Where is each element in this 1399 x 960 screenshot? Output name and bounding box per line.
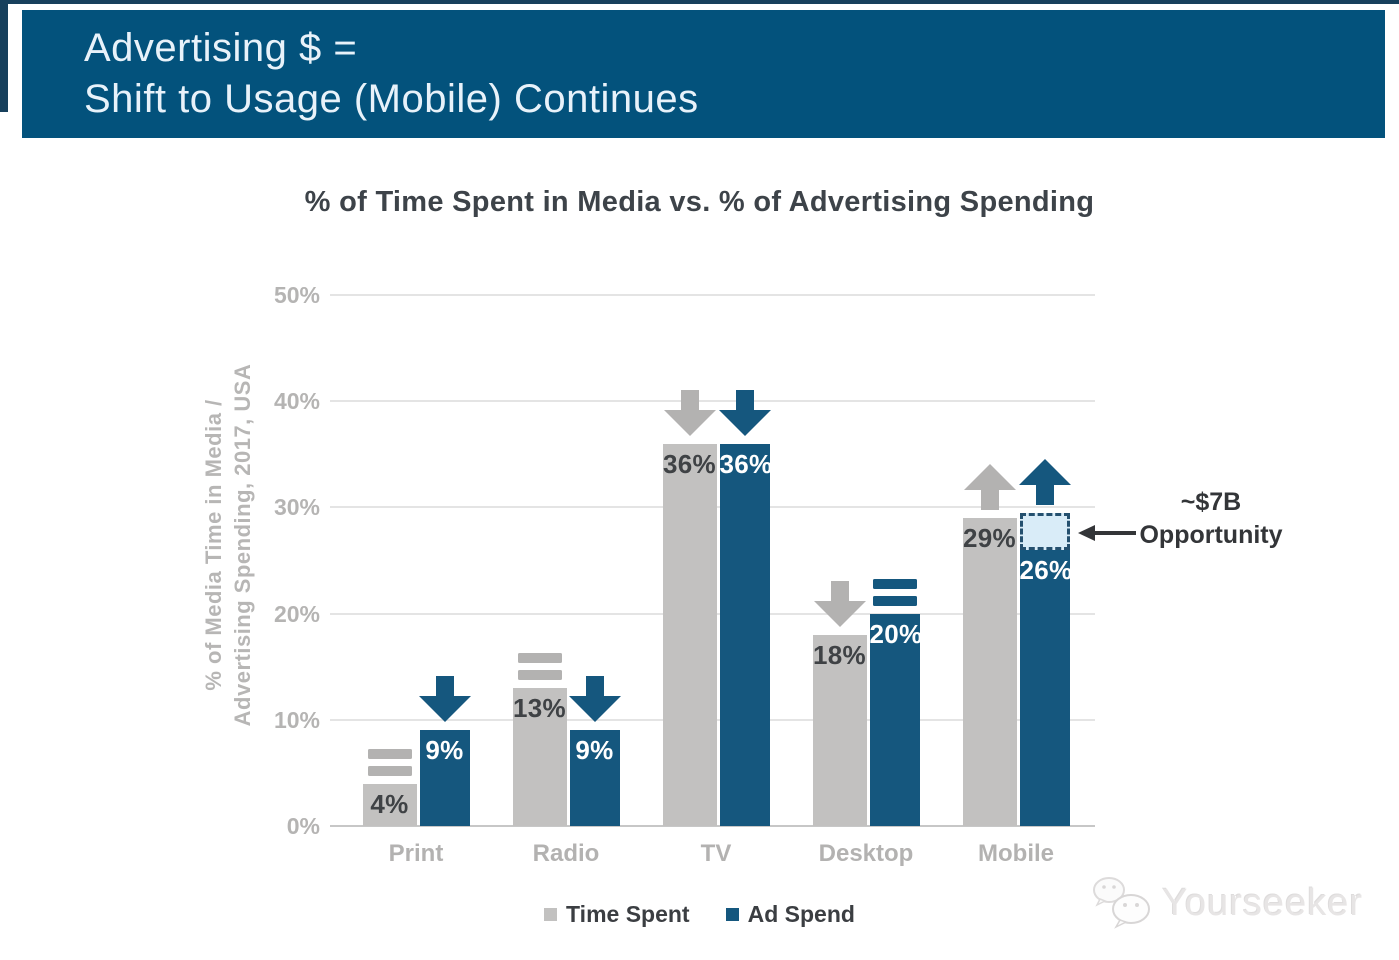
annotation-line-1: ~$7B (1180, 488, 1242, 516)
bar-group-tv: 36% 36% TV (662, 389, 773, 867)
ad-spend-column: 20% (869, 578, 923, 826)
trend-flat-icon (872, 578, 917, 606)
bar-value-label: 36% (719, 448, 773, 479)
time-spent-swatch-icon (544, 908, 558, 921)
ad-spend-bar-tv: 36% (719, 443, 773, 826)
y-tick-label: 0% (286, 813, 320, 839)
bar-group-mobile: 29% 26% Mobile (962, 458, 1073, 867)
bar-columns: 4% 9% (362, 676, 471, 826)
top-frame-strip (0, 0, 1399, 4)
annotation-arrow-icon (1078, 525, 1136, 541)
trend-down-icon (568, 676, 621, 723)
gridline (330, 294, 1095, 296)
x-category-label: Print (388, 840, 444, 867)
y-axis-label: % of Media Time in Media / Advertising S… (199, 364, 257, 727)
x-axis-baseline (330, 825, 1095, 827)
time-spent-column: 18% (812, 580, 867, 826)
ad-spend-column: 9% (568, 676, 621, 826)
bar-value-label: 26% (1019, 554, 1073, 585)
x-category-label: Radio (532, 840, 600, 867)
ad-spend-bar-print: 9% (419, 730, 470, 826)
bar-value-label: 13% (513, 692, 566, 723)
left-frame-strip (0, 0, 8, 112)
bar-group-desktop: 18% 20% Desktop (812, 578, 923, 867)
bar-group-radio: 13% 9% Radio (512, 652, 621, 867)
opportunity-gap-box (1019, 512, 1070, 550)
opportunity-annotation: ~$7B Opportunity (1136, 486, 1286, 552)
bar-value-label: 29% (963, 523, 1016, 554)
banner-line-1: Advertising $ = (84, 26, 358, 70)
y-tick-label: 50% (273, 282, 320, 308)
trend-down-icon (813, 580, 866, 627)
ad-spend-swatch-icon (725, 908, 739, 921)
annotation-line-2: Opportunity (1139, 521, 1283, 549)
bar-columns: 18% 20% (812, 578, 923, 826)
time-spent-bar-desktop: 18% (812, 634, 867, 826)
bar-value-label: 20% (869, 618, 923, 649)
ad-spend-column: 26% (1018, 458, 1073, 826)
legend-label: Ad Spend (747, 901, 855, 927)
x-category-label: Desktop (818, 840, 914, 867)
bar-value-label: 9% (425, 735, 464, 766)
trend-up-icon (1018, 458, 1071, 505)
ad-spend-bar-mobile: 26% (1019, 549, 1073, 826)
trend-down-icon (663, 389, 716, 436)
y-tick-label: 30% (273, 494, 320, 521)
bar-columns: 36% 36% (662, 389, 773, 826)
chart-title: % of Time Spent in Media vs. % of Advert… (304, 186, 1095, 218)
bar-value-label: 36% (663, 448, 716, 479)
bar-value-label: 18% (813, 639, 866, 670)
trend-flat-icon (517, 652, 562, 680)
trend-flat-icon (367, 748, 412, 776)
y-tick-label: 10% (273, 706, 320, 733)
y-tick-label: 20% (273, 600, 320, 627)
ad-spend-column: 36% (718, 389, 773, 826)
time-spent-bar-radio: 13% (512, 687, 567, 826)
banner-line-2: Shift to Usage (Mobile) Continues (84, 77, 699, 121)
bar-columns: 13% 9% (512, 652, 621, 826)
y-axis-label-line-2: Advertising Spending, 2017, USA (230, 363, 255, 727)
legend: Time Spent Ad Spend (0, 901, 1399, 928)
time-spent-bar-print: 4% (362, 783, 417, 826)
trend-down-icon (418, 676, 471, 723)
time-spent-column: 13% (512, 652, 567, 826)
legend-item-ad-spend: Ad Spend (725, 901, 855, 928)
ad-spend-column: 9% (418, 676, 471, 826)
time-spent-column: 29% (962, 464, 1017, 826)
ad-spend-bar-desktop: 20% (869, 613, 923, 826)
bar-value-label: 9% (575, 735, 614, 766)
gridline (330, 400, 1095, 403)
legend-item-time-spent: Time Spent (544, 901, 690, 928)
plot-area: 0% 10% 20% 30% 40% 50% 4% 9% Print 13% 9% Radio 36% 3… (274, 282, 1095, 867)
ad-spend-bar-radio: 9% (569, 730, 620, 826)
legend-label: Time Spent (566, 901, 690, 927)
title-banner: Advertising $ = Shift to Usage (Mobile) … (22, 10, 1385, 138)
watermark-text: Yourseeker (1162, 881, 1363, 924)
time-spent-bar-mobile: 29% (962, 518, 1017, 826)
time-spent-column: 4% (362, 748, 417, 826)
bar-value-label: 4% (370, 788, 409, 819)
y-tick-label: 40% (273, 388, 320, 415)
wechat-logo-icon (1093, 877, 1151, 929)
trend-down-icon (718, 389, 771, 436)
x-category-label: Mobile (978, 840, 1054, 867)
watermark: Yourseeker (1092, 876, 1363, 930)
trend-up-icon (963, 464, 1016, 511)
time-spent-bar-tv: 36% (662, 443, 717, 826)
time-spent-column: 36% (662, 389, 717, 826)
x-category-label: TV (700, 840, 732, 867)
bar-columns: 29% 26% (962, 458, 1073, 826)
y-axis-label-line-1: % of Media Time in Media / (201, 399, 226, 691)
bar-group-print: 4% 9% Print (362, 676, 471, 867)
